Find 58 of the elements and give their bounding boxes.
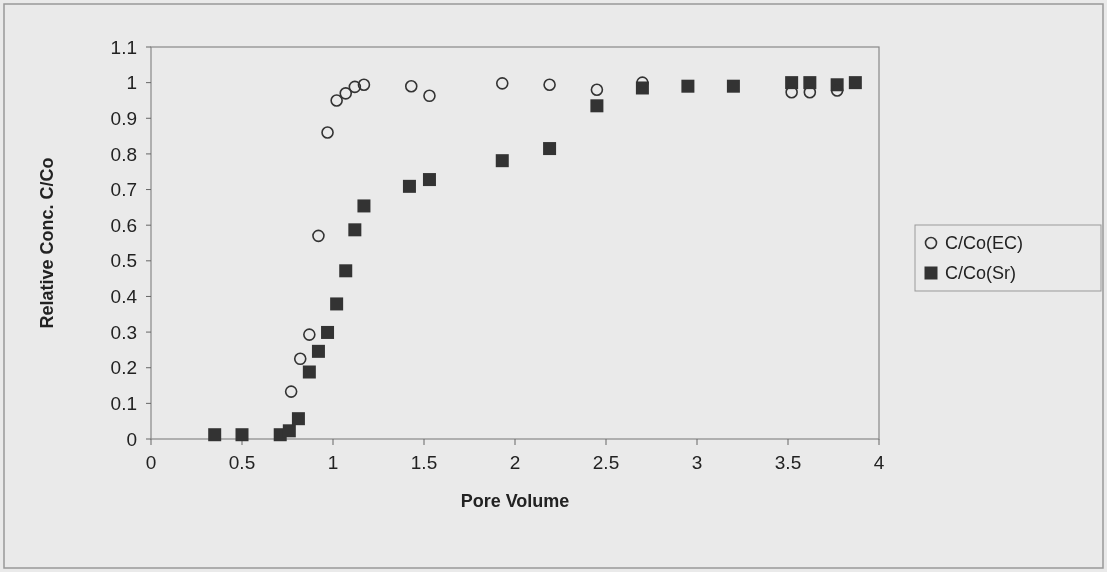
y-tick-label: 1.1: [110, 36, 137, 58]
point: [348, 80, 362, 94]
point: [422, 173, 436, 187]
point: [726, 79, 740, 93]
y-tick-label: 0.7: [110, 179, 137, 201]
point: [423, 89, 436, 103]
x-tick-label: 4: [873, 452, 885, 473]
y-tick-label: 0.3: [110, 321, 137, 343]
y-tick-label: 0.6: [110, 214, 137, 236]
legend-label: C/Co(Sr): [945, 263, 1016, 284]
point: [357, 78, 371, 92]
point: [235, 428, 249, 442]
legend-label: C/Co(EC): [945, 233, 1024, 254]
point: [321, 325, 335, 339]
point: [208, 428, 222, 442]
point: [339, 264, 353, 278]
point: [543, 142, 557, 156]
point: [330, 297, 344, 311]
point: [302, 365, 316, 379]
y-tick-label: 0.5: [110, 250, 137, 272]
point: [330, 94, 343, 107]
point: [303, 328, 316, 341]
point: [681, 79, 695, 93]
point: [284, 385, 298, 398]
y-tick-label: 0.2: [110, 357, 137, 379]
x-axis-title: Pore Volume: [460, 491, 570, 511]
y-tick-label: 0.9: [110, 107, 137, 129]
y-axis-title: Relative Conc. C/Co: [37, 157, 57, 329]
y-tick-label: 1: [126, 72, 137, 94]
x-tick-label: 1: [327, 452, 339, 473]
point: [495, 77, 509, 90]
point: [848, 76, 862, 90]
y-tick-label: 0.8: [110, 143, 137, 165]
x-tick-label: 3.5: [774, 452, 802, 473]
point: [311, 344, 325, 358]
x-tick-label: 3: [691, 452, 703, 473]
point: [348, 223, 362, 237]
point: [321, 126, 334, 139]
point: [590, 99, 604, 113]
point: [590, 83, 604, 97]
x-tick-label: 2: [509, 452, 521, 473]
y-tick-label: 0.1: [110, 393, 137, 415]
point: [495, 154, 509, 168]
point: [404, 79, 418, 93]
point: [282, 424, 296, 438]
point: [293, 352, 307, 366]
point: [357, 199, 371, 213]
point: [291, 412, 305, 426]
point: [543, 78, 556, 92]
x-tick-label: 0: [145, 452, 157, 473]
point: [312, 229, 325, 243]
point: [402, 179, 416, 193]
y-tick-label: 0: [126, 428, 137, 450]
x-tick-label: 2.5: [592, 452, 620, 473]
y-tick-label: 0.4: [110, 286, 138, 308]
x-tick-label: 1.5: [410, 452, 438, 473]
point: [339, 87, 353, 100]
x-tick-label: 0.5: [228, 452, 256, 473]
